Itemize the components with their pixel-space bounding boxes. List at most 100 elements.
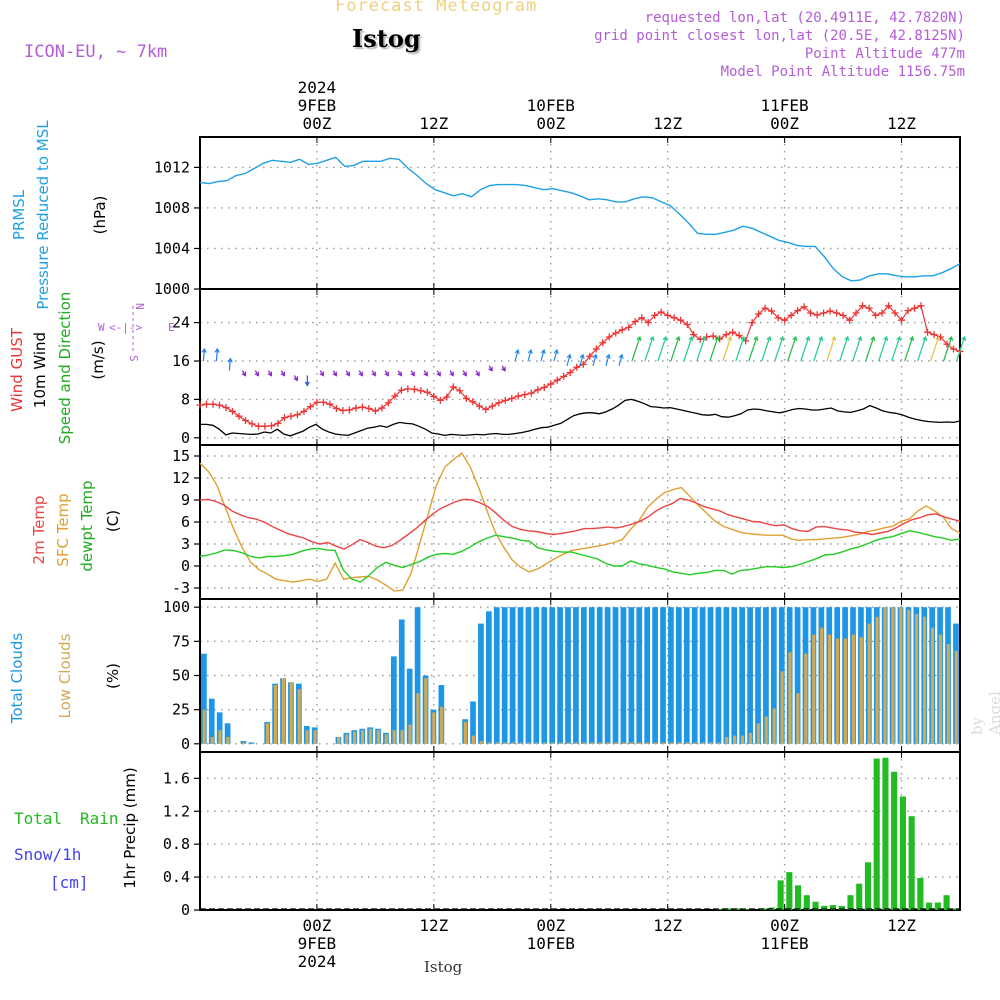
wind-direction-arrow — [215, 348, 218, 362]
low-cloud-bar — [725, 736, 729, 744]
low-cloud-bar — [669, 742, 673, 744]
dewpoint-line — [199, 530, 961, 583]
gust-marker — [235, 412, 243, 420]
total-cloud-bar — [493, 607, 500, 744]
total-cloud-bar — [715, 607, 722, 744]
gust-marker — [319, 398, 327, 406]
total-cloud-bar — [660, 607, 666, 744]
low-cloud-bar — [432, 712, 436, 744]
low-cloud-bar — [614, 742, 618, 744]
wind-direction-arrow — [696, 336, 706, 362]
low-cloud-bar — [923, 616, 927, 744]
rain-legend-word-2: Rain — [80, 809, 119, 828]
gust-marker — [274, 419, 282, 427]
gust-marker — [729, 328, 737, 336]
wind-arrow-head — [857, 335, 863, 342]
gust-marker — [768, 307, 776, 315]
wind-direction-arrow — [943, 336, 953, 362]
wind-direction-arrow — [800, 336, 810, 362]
wind-direction-arrow — [579, 354, 584, 366]
low-cloud-bar — [353, 731, 357, 744]
total-cloud-bar — [604, 607, 611, 744]
wind-direction-arrow — [826, 336, 836, 362]
rain-bar — [891, 771, 898, 910]
low-cloud-bar — [780, 671, 784, 744]
low-cloud-bar — [756, 723, 760, 744]
wind-direction-axis-label: Speed and Direction — [56, 292, 74, 445]
gust-marker — [664, 311, 672, 319]
low-cloud-bar — [851, 634, 855, 744]
gust-marker — [573, 363, 581, 371]
model-point-altitude: Model Point Altitude 1156.75m — [720, 64, 965, 80]
low-cloud-bar — [954, 650, 958, 744]
gust-marker — [885, 302, 893, 310]
gust-marker — [930, 331, 938, 339]
bottom-time-label: 12Z — [653, 916, 682, 935]
gust-marker — [248, 420, 256, 428]
temp-2m-axis-label: 2m Temp — [30, 496, 48, 565]
top-time-label: 9FEB — [298, 96, 337, 115]
top-time-label: 2024 — [298, 78, 337, 97]
rain-bar — [873, 758, 880, 910]
wind-direction-arrow — [852, 336, 862, 362]
rain-bar — [926, 902, 933, 910]
total-cloud-bar — [406, 668, 413, 744]
gust-marker — [241, 417, 249, 425]
gust-marker — [787, 311, 795, 319]
rain-bar — [777, 880, 784, 910]
low-cloud-bar — [772, 708, 776, 744]
y-tick-label: 0.8 — [163, 835, 190, 853]
gust-marker — [222, 404, 230, 412]
wind-arrow-head — [540, 348, 546, 355]
low-cloud-bar — [408, 724, 412, 744]
gust-marker — [904, 307, 912, 315]
low-cloud-bar — [297, 689, 301, 744]
low-cloud-bar — [558, 742, 562, 744]
gust-marker — [534, 386, 542, 394]
wind-arrow-head — [214, 347, 220, 353]
total-cloud-bar — [470, 701, 476, 744]
wind-direction-arrow — [657, 336, 667, 362]
total-cloud-bar — [620, 607, 627, 744]
gust-marker — [527, 389, 535, 397]
low-cloud-bar — [479, 741, 483, 744]
low-cloud-bar — [543, 742, 547, 744]
total-cloud-bar — [707, 607, 714, 744]
total-cloud-bar — [216, 712, 223, 744]
wind-arrow-head — [870, 335, 876, 342]
bottom-time-label: 9FEB — [298, 934, 337, 953]
total-cloud-bar — [755, 607, 761, 744]
rain-bar — [917, 877, 924, 910]
low-cloud-bar — [875, 616, 879, 744]
low-cloud-bar — [630, 742, 634, 744]
gust-marker — [391, 392, 399, 400]
wind-arrow-head — [319, 371, 324, 377]
wind-arrow-head — [293, 376, 298, 382]
total-cloud-bar — [391, 656, 397, 744]
gust-marker — [202, 400, 210, 408]
gust-marker — [586, 352, 594, 360]
watermark: by Angel — [968, 691, 1000, 735]
wind-arrow-head — [501, 366, 506, 372]
wind-arrow-head — [462, 371, 467, 377]
low-cloud-bar — [202, 709, 206, 744]
gust-marker — [352, 404, 360, 412]
wind-arrow-head — [675, 335, 681, 342]
y-tick-label: 8 — [181, 390, 190, 408]
rain-bar — [795, 885, 802, 910]
wind-direction-arrow — [787, 336, 797, 362]
wind-direction-arrow — [865, 336, 875, 362]
y-tick-label: 24 — [172, 314, 190, 332]
sfc-temp-line — [199, 452, 961, 592]
wind-arrow-head — [332, 371, 337, 377]
gust-marker — [859, 302, 867, 310]
low-cloud-bar — [930, 627, 935, 744]
wind-arrow-head — [227, 357, 233, 363]
low-cloud-bar — [582, 742, 586, 744]
gust-marker — [657, 308, 665, 316]
low-cloud-bar — [305, 730, 309, 744]
low-cloud-bar — [938, 634, 942, 744]
gust-marker — [748, 319, 756, 327]
low-cloud-bar — [788, 652, 792, 744]
